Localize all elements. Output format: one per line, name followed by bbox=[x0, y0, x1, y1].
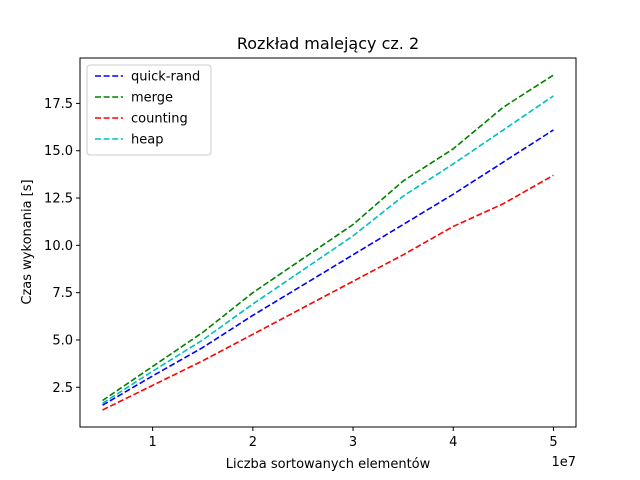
x-axis-offset-label: 1e7 bbox=[551, 455, 576, 470]
y-tick-label: 12.5 bbox=[44, 192, 73, 207]
y-tick-label: 17.5 bbox=[44, 97, 73, 112]
legend-label-quick-rand: quick-rand bbox=[131, 70, 200, 85]
series-line-quick-rand bbox=[102, 129, 554, 406]
y-tick-label: 5.0 bbox=[52, 333, 73, 348]
legend: quick-rand merge counting heap bbox=[86, 64, 212, 156]
legend-label-merge: merge bbox=[131, 91, 173, 106]
x-tick-label: 1 bbox=[149, 435, 157, 450]
chart-title: Rozkład malejący cz. 2 bbox=[237, 34, 419, 53]
legend-label-counting: counting bbox=[131, 112, 188, 127]
x-tick-label: 3 bbox=[349, 435, 357, 450]
legend-label-heap: heap bbox=[131, 133, 163, 148]
y-axis-label: Czas wykonania [s] bbox=[20, 179, 35, 304]
legend-box bbox=[86, 64, 212, 156]
series-line-counting bbox=[102, 174, 554, 411]
series-line-heap bbox=[102, 95, 554, 405]
y-tick-label: 2.5 bbox=[52, 381, 73, 396]
series-line-merge bbox=[102, 74, 554, 402]
x-axis: 1 2 3 4 5 bbox=[149, 427, 558, 450]
x-tick-label: 5 bbox=[549, 435, 557, 450]
x-axis-label: Liczba sortowanych elementów bbox=[226, 457, 431, 472]
x-tick-label: 2 bbox=[249, 435, 257, 450]
y-tick-label: 15.0 bbox=[44, 144, 73, 159]
y-tick-label: 10.0 bbox=[44, 239, 73, 254]
x-tick-label: 4 bbox=[449, 435, 457, 450]
series-lines bbox=[102, 74, 554, 411]
y-axis: 2.5 5.0 7.5 10.0 12.5 15.0 17.5 bbox=[44, 97, 80, 396]
y-tick-label: 7.5 bbox=[52, 286, 73, 301]
